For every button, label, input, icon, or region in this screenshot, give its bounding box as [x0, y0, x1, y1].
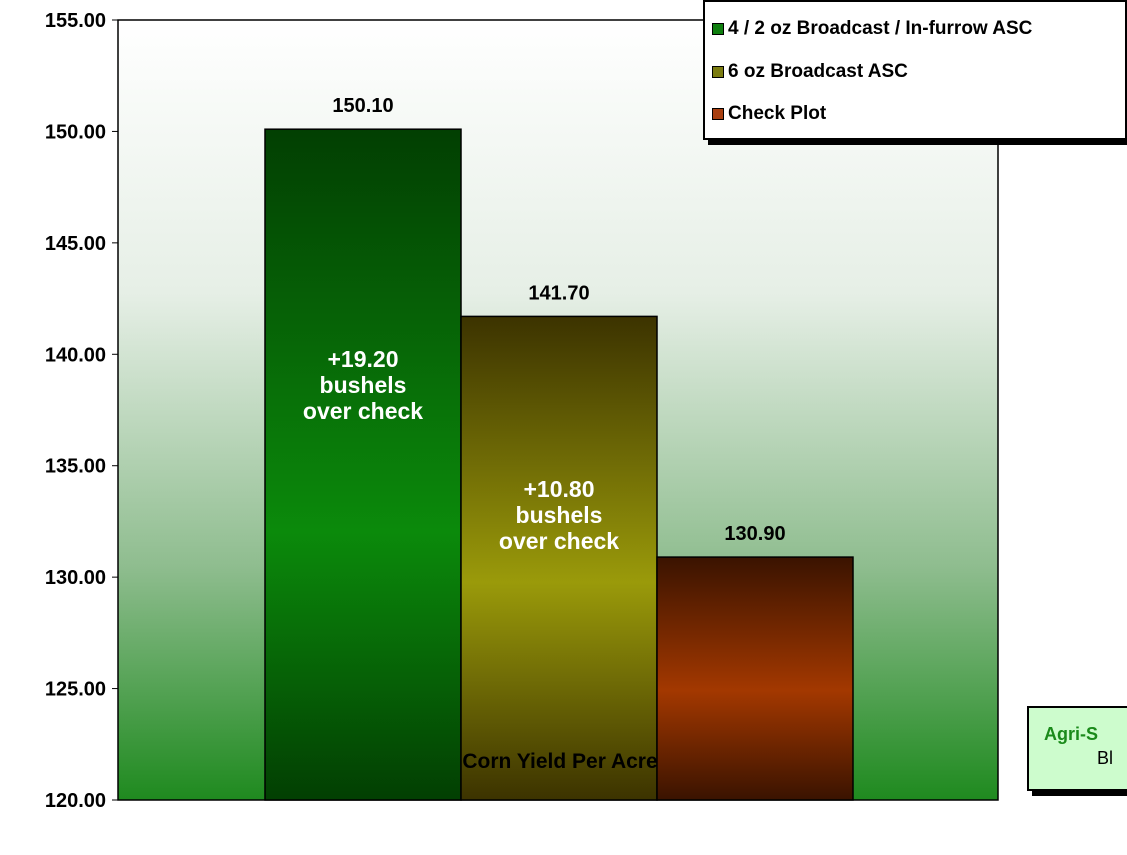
note-line-1: Agri-S	[1044, 724, 1098, 744]
y-tick-label: 120.00	[45, 790, 106, 812]
legend-label-3: Check Plot	[728, 103, 827, 124]
y-tick-label: 145.00	[45, 233, 106, 255]
bar-1-annotation-line-2: bushels	[320, 372, 407, 398]
y-tick-label: 125.00	[45, 679, 106, 701]
note-box: Agri-S Bl	[1027, 706, 1127, 791]
note-line-2: Bl	[1097, 748, 1114, 768]
bar-2-annotation-line-1: +10.80	[524, 476, 595, 502]
bar-1-annotation-line-3: over check	[303, 398, 423, 424]
y-tick-label: 135.00	[45, 456, 106, 478]
bar-3	[656, 556, 854, 801]
bar-2	[460, 315, 658, 801]
y-tick-label: 150.00	[45, 121, 106, 143]
value-label-2: 141.70	[528, 282, 589, 304]
legend-label-1: 4 / 2 oz Broadcast / In-furrow ASC	[728, 18, 1033, 39]
bar-2-annotation-line-2: bushels	[516, 502, 603, 528]
value-label-3: 130.90	[724, 523, 785, 545]
legend-item-3: Check Plot	[712, 102, 826, 126]
y-axis: 120.00 125.00 130.00 135.00 140.00 145.00 150.…	[45, 10, 118, 812]
legend-label-2: 6 oz Broadcast ASC	[728, 61, 908, 82]
legend: 4 / 2 oz Broadcast / In-furrow ASC 6 oz …	[703, 0, 1127, 140]
bar-1-annotation-line-1: +19.20	[328, 346, 399, 372]
y-tick-label: 130.00	[45, 567, 106, 589]
legend-swatch-1	[712, 23, 724, 35]
bars-group	[264, 128, 854, 801]
legend-item-2: 6 oz Broadcast ASC	[712, 60, 908, 84]
y-tick-label: 140.00	[45, 344, 106, 366]
bar-1	[264, 128, 462, 801]
y-tick-label: 155.00	[45, 10, 106, 32]
value-label-1: 150.10	[332, 95, 393, 117]
bar-2-annotation-line-3: over check	[499, 528, 619, 554]
x-axis-label: Corn Yield Per Acre	[462, 750, 657, 773]
legend-swatch-2	[712, 66, 724, 78]
legend-swatch-3	[712, 108, 724, 120]
legend-item-1: 4 / 2 oz Broadcast / In-furrow ASC	[712, 17, 1032, 41]
